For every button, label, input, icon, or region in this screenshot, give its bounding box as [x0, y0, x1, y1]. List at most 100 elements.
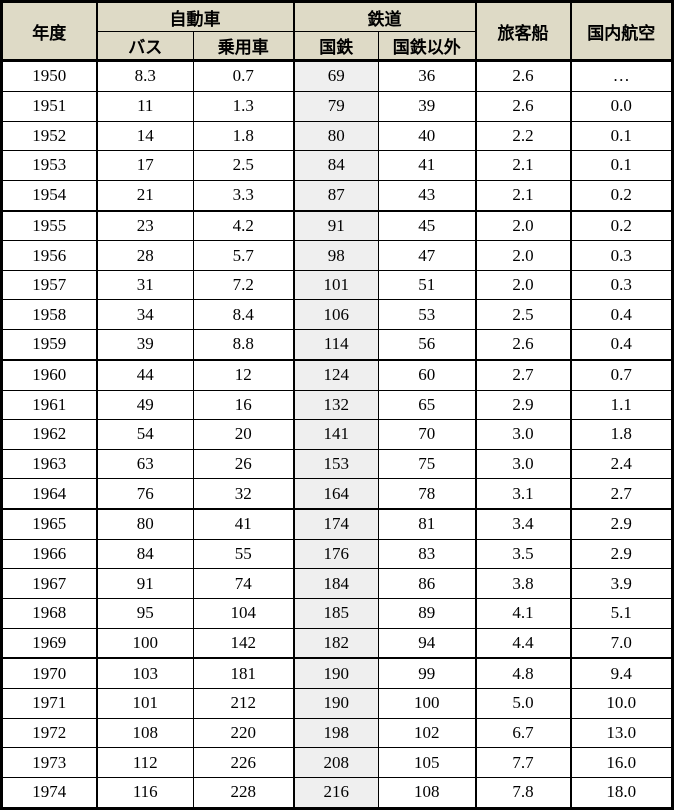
cell-year: 1955 — [1, 209, 97, 242]
cell-bus: 31 — [95, 269, 194, 301]
cell-year: 1951 — [1, 90, 97, 122]
cell-bus: 112 — [95, 747, 194, 778]
table-row: 1972 108 220 198 102 6.7 13.0 — [1, 717, 673, 749]
cell-passenger-car: 1.3 — [193, 90, 294, 122]
cell-jnr: 79 — [292, 90, 379, 122]
cell-ship: 3.0 — [474, 419, 571, 450]
cell-jnr: 132 — [292, 389, 379, 421]
cell-non-jnr: 70 — [378, 419, 476, 450]
cell-air: 5.1 — [569, 598, 673, 629]
cell-non-jnr: 100 — [378, 688, 476, 719]
cell-air: 0.3 — [569, 269, 673, 301]
cell-jnr: 114 — [292, 329, 379, 361]
cell-bus: 21 — [95, 179, 194, 212]
cell-ship: 3.8 — [474, 568, 571, 600]
cell-passenger-car: 16 — [193, 389, 294, 421]
cell-year: 1956 — [1, 240, 97, 271]
cell-passenger-car: 228 — [193, 776, 294, 810]
cell-jnr: 91 — [292, 209, 379, 242]
cell-bus: 8.3 — [95, 59, 194, 92]
table-row: 1953 17 2.5 84 41 2.1 0.1 — [1, 150, 673, 181]
cell-ship: 2.9 — [474, 389, 571, 421]
cell-air: 7.0 — [569, 627, 673, 659]
cell-jnr: 80 — [292, 120, 379, 152]
cell-passenger-car: 26 — [193, 448, 294, 480]
cell-bus: 34 — [95, 299, 194, 331]
cell-jnr: 141 — [292, 419, 379, 450]
table-row: 1959 39 8.8 114 56 2.6 0.4 — [1, 329, 673, 361]
cell-jnr: 87 — [292, 179, 379, 212]
cell-non-jnr: 99 — [378, 657, 476, 690]
table-row: 1951 11 1.3 79 39 2.6 0.0 — [1, 90, 673, 122]
cell-air: 1.1 — [569, 389, 673, 421]
header-non-jnr: 国鉄以外 — [378, 31, 476, 61]
cell-year: 1959 — [1, 329, 97, 361]
cell-year: 1964 — [1, 478, 97, 510]
cell-passenger-car: 41 — [193, 508, 294, 540]
cell-non-jnr: 102 — [378, 717, 476, 749]
cell-passenger-car: 5.7 — [193, 240, 294, 271]
cell-passenger-car: 0.7 — [193, 59, 294, 92]
cell-year: 1965 — [1, 508, 97, 540]
cell-year: 1969 — [1, 627, 97, 659]
cell-jnr: 106 — [292, 299, 379, 331]
cell-air: 1.8 — [569, 419, 673, 450]
cell-year: 1970 — [1, 657, 97, 690]
cell-jnr: 84 — [292, 150, 379, 181]
cell-non-jnr: 78 — [378, 478, 476, 510]
cell-year: 1973 — [1, 747, 97, 778]
cell-non-jnr: 41 — [378, 150, 476, 181]
table-row: 1971 101 212 190 100 5.0 10.0 — [1, 688, 673, 719]
cell-air: 2.9 — [569, 538, 673, 570]
cell-non-jnr: 45 — [378, 209, 476, 242]
table-row: 1967 91 74 184 86 3.8 3.9 — [1, 568, 673, 600]
cell-ship: 2.1 — [474, 179, 571, 212]
cell-bus: 49 — [95, 389, 194, 421]
cell-air: 2.7 — [569, 478, 673, 510]
cell-bus: 17 — [95, 150, 194, 181]
header-passenger-car: 乗用車 — [193, 31, 294, 61]
cell-year: 1963 — [1, 448, 97, 480]
table-row: 1968 95 104 185 89 4.1 5.1 — [1, 598, 673, 629]
cell-air: 0.0 — [569, 90, 673, 122]
cell-year: 1960 — [1, 358, 97, 391]
cell-ship: 2.6 — [474, 329, 571, 361]
header-rail-group: 鉄道 — [292, 1, 476, 32]
cell-jnr: 182 — [292, 627, 379, 659]
cell-jnr: 208 — [292, 747, 379, 778]
cell-jnr: 190 — [292, 657, 379, 690]
table-row: 1970 103 181 190 99 4.8 9.4 — [1, 657, 673, 690]
cell-passenger-car: 220 — [193, 717, 294, 749]
table-row: 1956 28 5.7 98 47 2.0 0.3 — [1, 240, 673, 271]
cell-non-jnr: 39 — [378, 90, 476, 122]
cell-passenger-car: 104 — [193, 598, 294, 629]
cell-jnr: 98 — [292, 240, 379, 271]
cell-jnr: 216 — [292, 776, 379, 810]
cell-non-jnr: 43 — [378, 179, 476, 212]
cell-year: 1967 — [1, 568, 97, 600]
header-jnr: 国鉄 — [292, 31, 379, 61]
cell-bus: 63 — [95, 448, 194, 480]
cell-year: 1971 — [1, 688, 97, 719]
cell-passenger-car: 55 — [193, 538, 294, 570]
cell-year: 1958 — [1, 299, 97, 331]
cell-air: 0.4 — [569, 329, 673, 361]
cell-passenger-car: 3.3 — [193, 179, 294, 212]
cell-air: 9.4 — [569, 657, 673, 690]
cell-non-jnr: 89 — [378, 598, 476, 629]
cell-jnr: 174 — [292, 508, 379, 540]
table-header: 年度 自動車 鉄道 旅客船 国内航空 バス 乗用車 国鉄 国鉄以外 — [1, 1, 673, 61]
cell-non-jnr: 53 — [378, 299, 476, 331]
cell-bus: 103 — [95, 657, 194, 690]
cell-bus: 101 — [95, 688, 194, 719]
table-row: 1966 84 55 176 83 3.5 2.9 — [1, 538, 673, 570]
cell-jnr: 153 — [292, 448, 379, 480]
cell-non-jnr: 40 — [378, 120, 476, 152]
cell-bus: 39 — [95, 329, 194, 361]
cell-non-jnr: 75 — [378, 448, 476, 480]
cell-air: 16.0 — [569, 747, 673, 778]
cell-ship: 2.2 — [474, 120, 571, 152]
header-bus: バス — [95, 31, 194, 61]
table-row: 1960 44 12 124 60 2.7 0.7 — [1, 358, 673, 391]
cell-non-jnr: 36 — [378, 59, 476, 92]
